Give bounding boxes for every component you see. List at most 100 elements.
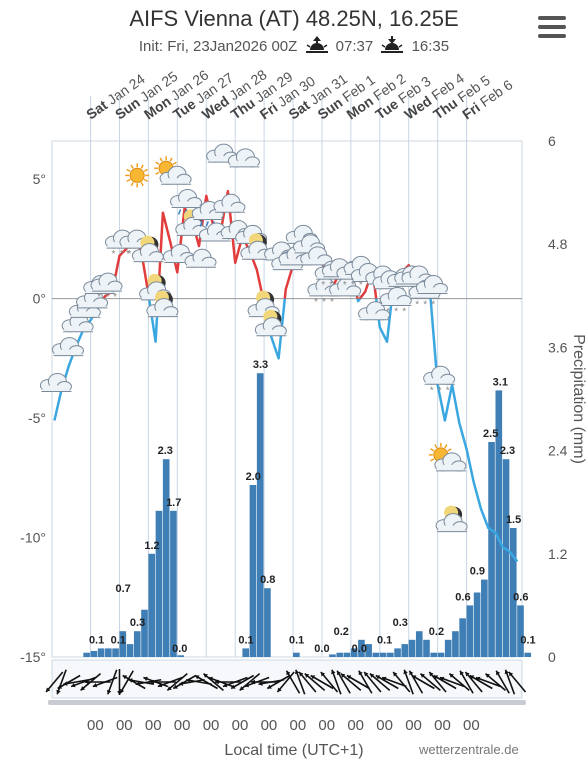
precip-value-label: 0.0 <box>314 643 329 655</box>
cloud-snow-icon: * * * <box>379 286 412 317</box>
precip-value-label: 0.8 <box>260 574 275 586</box>
precip-bar <box>133 631 141 657</box>
precip-bar <box>256 373 264 657</box>
precip-bar <box>350 648 358 657</box>
precip-value-label: 0.2 <box>429 626 444 638</box>
wind-arrow <box>419 673 441 691</box>
precip-value-label: 0.1 <box>520 634 535 646</box>
precip-bar <box>481 579 488 657</box>
wind-arrow <box>392 671 411 693</box>
precip-bar <box>329 654 336 657</box>
precip-bar <box>379 652 387 657</box>
wind-arrow <box>304 673 326 691</box>
y2-tick-label: 1.2 <box>548 546 568 562</box>
precip-value-label: 2.5 <box>483 428 498 440</box>
precip-value-label: 0.3 <box>130 617 145 629</box>
precip-value-label: 0.1 <box>238 634 253 646</box>
precip-value-label: 2.3 <box>500 445 515 457</box>
wind-arrow <box>358 670 373 694</box>
wind-arrow <box>266 674 291 690</box>
plot-area <box>51 140 523 658</box>
y2-tick-label: 4.8 <box>548 236 568 252</box>
cloud-icon <box>213 193 246 213</box>
x-tick-label: 00 <box>232 717 249 734</box>
wind-arrow <box>403 669 414 695</box>
wind-arrow <box>310 674 334 690</box>
svg-text:*: * <box>438 385 442 396</box>
svg-text:*: * <box>423 299 427 310</box>
wind-arrow <box>63 678 90 686</box>
precip-bar <box>408 639 416 657</box>
svg-text:*: * <box>322 297 326 308</box>
precip-bar <box>293 652 300 657</box>
precip-value-label: 0.1 <box>111 634 126 646</box>
wind-arrow <box>428 671 447 693</box>
precip-bar <box>105 648 112 657</box>
x-tick-label: 00 <box>376 717 393 734</box>
cloud-icon <box>358 301 391 321</box>
y-tick-label: -10° <box>20 530 46 546</box>
svg-text:*: * <box>314 297 318 308</box>
wind-arrow <box>166 673 188 691</box>
precip-bar <box>437 652 445 657</box>
wind-arrow <box>45 671 64 693</box>
svg-text:*: * <box>446 385 450 396</box>
wind-arrow <box>340 673 362 691</box>
y2-tick-label: 6 <box>548 133 556 149</box>
precip-bar <box>372 652 380 657</box>
wind-arrow <box>276 671 295 693</box>
precip-bar <box>444 639 452 657</box>
y2-tick-label: 2.4 <box>548 443 568 459</box>
precip-bar <box>242 648 250 657</box>
wind-arrow <box>119 670 134 694</box>
wind-arrow <box>106 669 118 695</box>
cloud-icon <box>329 277 362 297</box>
svg-text:*: * <box>126 249 130 260</box>
wind-arrow <box>459 670 474 694</box>
precip-bar <box>517 605 524 657</box>
moon-cloud-icon <box>175 209 208 236</box>
precip-bar <box>415 631 423 657</box>
wind-arrow <box>475 676 501 688</box>
y-tick-label: 0° <box>33 291 46 307</box>
cloud-rain-icon <box>170 189 203 215</box>
temperature-line-below-zero <box>53 298 519 563</box>
wind-arrow <box>320 671 339 693</box>
wind-arrow <box>172 674 197 690</box>
precip-bar <box>473 592 481 657</box>
x-tick-label: 00 <box>405 717 422 734</box>
wind-arrow <box>135 678 162 686</box>
y2-tick-label: 3.6 <box>548 339 568 355</box>
precip-value-label: 0.1 <box>377 634 392 646</box>
precip-value-label: 1.2 <box>144 540 159 552</box>
wind-arrow <box>56 669 67 695</box>
precip-value-label: 3.1 <box>493 376 508 388</box>
precip-value-label: 0.0 <box>172 643 187 655</box>
svg-text:*: * <box>394 306 398 317</box>
moon-cloud-icon <box>131 235 164 263</box>
precip-value-label: 0.7 <box>115 583 130 595</box>
cloud-icon <box>68 298 101 318</box>
precip-bar <box>90 650 98 657</box>
x-axis-label: Local time (UTC+1) <box>224 742 364 759</box>
scroll-track <box>48 700 526 705</box>
precip-bar <box>524 652 532 657</box>
x-tick-label: 00 <box>434 717 451 734</box>
precip-bar <box>343 652 351 657</box>
wind-arrow <box>122 674 146 690</box>
menu-icon[interactable] <box>538 16 566 40</box>
wind-arrow <box>331 669 342 695</box>
svg-text:*: * <box>430 385 434 396</box>
x-tick-label: 00 <box>174 717 191 734</box>
svg-text:*: * <box>113 292 117 303</box>
precip-bar <box>170 510 177 657</box>
wind-arrow <box>128 678 155 686</box>
moon-cloud-icon <box>435 505 468 533</box>
x-tick-label: 00 <box>463 717 480 734</box>
wind-arrow <box>408 670 424 694</box>
precip-bar <box>141 609 148 657</box>
svg-text:*: * <box>120 249 124 260</box>
sunrise-icon <box>305 36 328 53</box>
wind-arrow <box>508 671 527 693</box>
precip-value-label: 1.7 <box>166 497 181 509</box>
